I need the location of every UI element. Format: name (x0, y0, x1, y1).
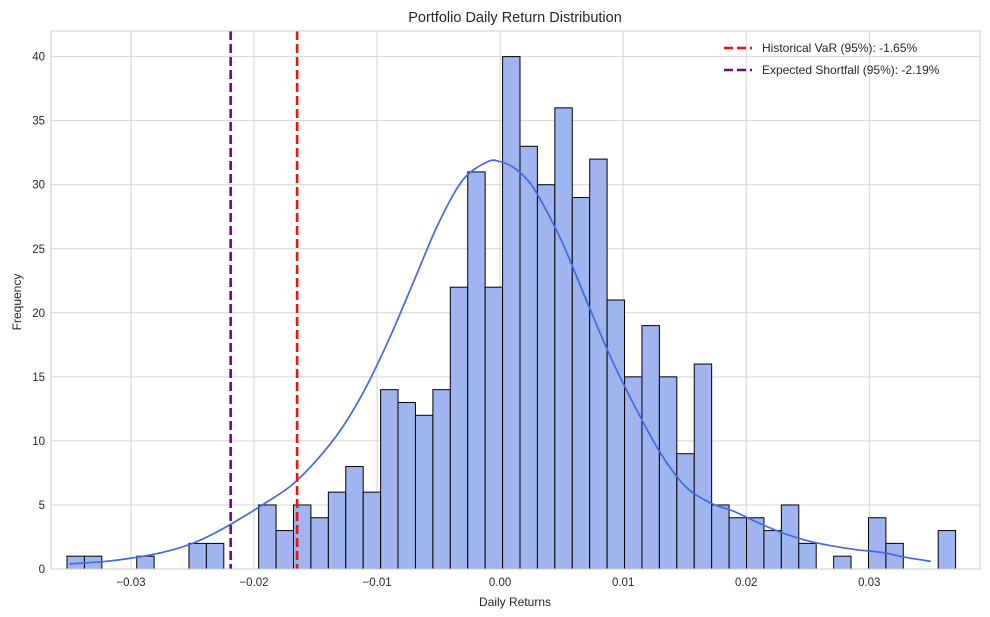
histogram-bar (432, 389, 451, 570)
histogram-bar (833, 555, 852, 570)
y-tick-label: 10 (32, 436, 45, 448)
legend-entry: Expected Shortfall (95%): -2.19% (762, 63, 940, 77)
histogram-bar (484, 286, 504, 570)
y-axis-label: Frequency (10, 274, 24, 331)
histogram-bar (327, 491, 347, 570)
y-axis-ticks: 0 5 10 15 20 25 30 35 40 (32, 52, 45, 576)
histogram-bar (571, 197, 591, 570)
histogram-bar (188, 542, 207, 570)
y-tick-label: 20 (32, 308, 45, 320)
histogram-bar (606, 299, 626, 570)
histogram-bar (310, 517, 329, 570)
legend: Historical VaR (95%): -1.65% Expected Sho… (724, 41, 940, 77)
histogram-bar (467, 171, 486, 570)
histogram-bar (275, 530, 294, 570)
x-tick-label: 0.00 (489, 577, 511, 589)
histogram-bar (676, 453, 695, 570)
x-tick-label: −0.03 (116, 577, 145, 589)
kde-curve (69, 159, 931, 565)
risk-lines (229, 31, 299, 569)
legend-entry: Historical VaR (95%): -1.65% (762, 41, 917, 55)
y-tick-label: 25 (32, 244, 45, 256)
histogram-bar (693, 363, 713, 570)
x-tick-label: 0.02 (735, 577, 757, 589)
histogram-bar (937, 530, 957, 570)
x-tick-label: −0.01 (363, 577, 392, 589)
chart-title: Portfolio Daily Return Distribution (408, 10, 622, 26)
histogram-bar (136, 555, 155, 570)
x-axis-label: Daily Returns (479, 595, 551, 609)
y-tick-label: 0 (39, 564, 45, 576)
histogram-bar (345, 466, 364, 570)
histogram-bar (502, 56, 521, 570)
plot-frame (50, 30, 981, 570)
histogram-bar (746, 517, 765, 570)
histogram-bar (205, 542, 225, 570)
x-tick-label: 0.01 (612, 577, 634, 589)
y-tick-label: 30 (32, 180, 45, 192)
histogram-bar (362, 491, 382, 570)
histogram-bar (728, 517, 748, 570)
x-tick-label: −0.02 (239, 577, 268, 589)
histogram-bar (624, 376, 643, 570)
histogram-bar (763, 530, 782, 570)
histogram-bar (258, 504, 277, 570)
y-tick-label: 40 (32, 52, 45, 64)
y-tick-label: 35 (32, 116, 45, 128)
histogram-bar (519, 145, 538, 570)
histogram-bar (536, 184, 556, 570)
y-tick-label: 15 (32, 372, 45, 384)
histogram-bar (397, 401, 416, 570)
histogram-bar (449, 286, 469, 570)
histogram-bar (554, 107, 573, 570)
histogram-bar (867, 517, 887, 570)
histogram-bar (798, 542, 817, 570)
y-tick-label: 5 (39, 500, 45, 512)
histogram-bar (711, 504, 730, 570)
histogram-bar (380, 389, 399, 570)
histogram-bar (414, 414, 434, 570)
x-tick-label: 0.03 (858, 577, 880, 589)
histogram-bars (66, 56, 957, 570)
histogram-bar (589, 158, 608, 570)
x-axis-ticks: −0.03 −0.02 −0.01 0.00 0.01 0.02 0.03 (116, 577, 880, 589)
